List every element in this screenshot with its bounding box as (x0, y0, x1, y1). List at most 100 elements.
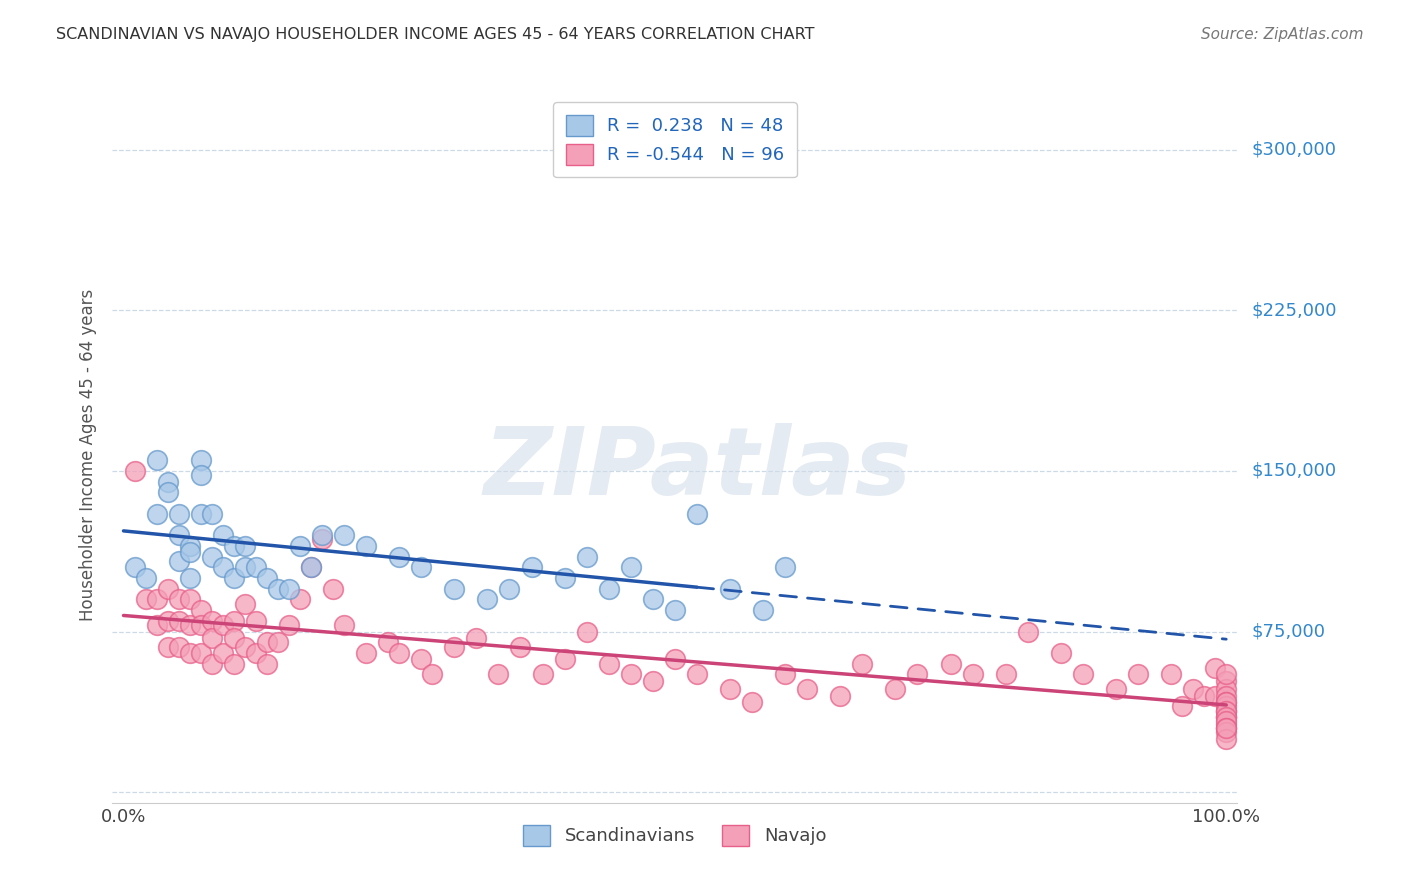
Point (1215, 710, 1237, 724)
Point (145, 618, 167, 632)
Point (167, 528, 190, 542)
Point (1215, 704, 1237, 718)
Point (190, 507, 212, 521)
Point (411, 652, 433, 666)
Point (201, 549, 224, 564)
Point (245, 560, 267, 574)
Point (994, 667, 1017, 681)
Point (156, 485, 179, 500)
Point (741, 695, 763, 709)
Point (167, 554, 190, 568)
Y-axis label: Householder Income Ages 45 - 64 years: Householder Income Ages 45 - 64 years (79, 289, 97, 621)
Point (620, 560, 643, 574)
Point (1171, 699, 1194, 714)
Point (145, 592, 167, 607)
Point (465, 631, 488, 645)
Point (256, 635, 278, 649)
Point (388, 549, 411, 564)
Point (1215, 710, 1237, 724)
Point (664, 603, 686, 617)
Point (179, 539, 201, 553)
Point (201, 507, 224, 521)
Point (145, 507, 167, 521)
Point (598, 582, 620, 596)
Point (311, 533, 333, 547)
Point (288, 539, 311, 553)
Point (907, 667, 929, 681)
Point (1215, 689, 1237, 703)
Point (1204, 661, 1226, 675)
Legend: Scandinavians, Navajo: Scandinavians, Navajo (513, 814, 837, 856)
Point (333, 618, 356, 632)
Point (222, 657, 245, 671)
Point (222, 614, 245, 628)
Point (333, 528, 356, 542)
Point (1215, 673, 1237, 688)
Point (167, 507, 190, 521)
Point (641, 673, 664, 688)
Point (156, 640, 179, 654)
Point (939, 657, 962, 671)
Point (277, 582, 299, 596)
Point (531, 667, 554, 681)
Point (477, 592, 499, 607)
Point (1215, 695, 1237, 709)
Point (1192, 689, 1215, 703)
Point (222, 571, 245, 585)
Point (498, 582, 520, 596)
Point (420, 667, 443, 681)
Point (752, 603, 775, 617)
Point (201, 631, 224, 645)
Point (211, 528, 233, 542)
Point (1215, 710, 1237, 724)
Point (620, 667, 643, 681)
Point (1204, 689, 1226, 703)
Point (1215, 699, 1237, 714)
Point (179, 545, 201, 559)
Point (686, 507, 709, 521)
Text: $150,000: $150,000 (1251, 462, 1336, 480)
Point (179, 592, 201, 607)
Point (1215, 704, 1237, 718)
Point (190, 603, 212, 617)
Point (211, 646, 233, 660)
Point (201, 614, 224, 628)
Point (718, 582, 741, 596)
Point (267, 635, 290, 649)
Point (299, 560, 322, 574)
Point (443, 582, 465, 596)
Point (1160, 667, 1182, 681)
Point (190, 646, 212, 660)
Point (1050, 646, 1073, 660)
Text: Source: ZipAtlas.com: Source: ZipAtlas.com (1201, 27, 1364, 42)
Point (1105, 682, 1128, 697)
Point (233, 560, 256, 574)
Text: $225,000: $225,000 (1251, 301, 1337, 319)
Point (718, 682, 741, 697)
Point (1215, 667, 1237, 681)
Point (288, 592, 311, 607)
Point (1215, 721, 1237, 735)
Point (554, 571, 576, 585)
Point (354, 539, 377, 553)
Point (124, 560, 146, 574)
Point (256, 571, 278, 585)
Point (211, 618, 233, 632)
Point (201, 657, 224, 671)
Point (377, 635, 399, 649)
Point (1215, 721, 1237, 735)
Point (311, 528, 333, 542)
Point (1071, 667, 1094, 681)
Point (135, 592, 157, 607)
Point (267, 582, 290, 596)
Point (575, 624, 598, 639)
Point (598, 657, 620, 671)
Point (443, 640, 465, 654)
Text: ZIPatlas: ZIPatlas (484, 423, 911, 515)
Point (179, 618, 201, 632)
Text: SCANDINAVIAN VS NAVAJO HOUSEHOLDER INCOME AGES 45 - 64 YEARS CORRELATION CHART: SCANDINAVIAN VS NAVAJO HOUSEHOLDER INCOM… (56, 27, 814, 42)
Point (233, 539, 256, 553)
Point (124, 464, 146, 478)
Point (575, 549, 598, 564)
Point (664, 652, 686, 666)
